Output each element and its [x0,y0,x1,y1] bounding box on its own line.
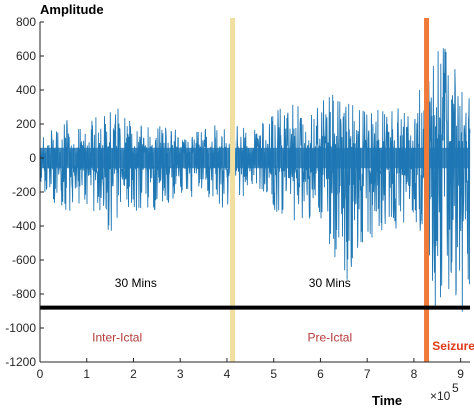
y-tick-label: 600 [16,49,36,63]
y-tick-label: -1200 [5,355,36,369]
y-tick-label: -600 [12,253,36,267]
y-tick-label: 0 [29,151,36,165]
phase-label-pre-ictal: Pre-Ictal [307,331,352,345]
y-axis-title: Amplitude [40,2,104,17]
phase-label-inter-ictal: Inter-Ictal [92,331,142,345]
x-tick-label: 6 [317,367,324,381]
segment-label-1: 30 Mins [115,276,157,290]
plot-area [40,22,470,362]
x-exponent-label: ×10 [430,389,451,403]
y-tick-label: -400 [12,219,36,233]
x-tick-label: 2 [130,367,137,381]
segment-label-2: 30 Mins [309,276,351,290]
phase-label-seizure: Seizure [432,339,474,353]
x-tick-label: 5 [270,367,277,381]
y-tick-label: 400 [16,83,36,97]
x-tick-label: 7 [364,367,371,381]
x-tick-label: 0 [37,367,44,381]
x-tick-label: 1 [83,367,90,381]
y-tick-label: -200 [12,185,36,199]
x-exponent-power: 5 [452,381,459,395]
x-axis-title: Time [372,393,402,407]
y-tick-label: -1000 [5,321,36,335]
x-tick-label: 8 [411,367,418,381]
y-tick-label: 200 [16,117,36,131]
x-tick-label: 3 [177,367,184,381]
signal-core-band [40,147,470,169]
x-tick-label: 4 [224,367,231,381]
y-tick-label: -800 [12,287,36,301]
y-tick-label: 800 [16,15,36,29]
x-tick-label: 9 [457,367,464,381]
